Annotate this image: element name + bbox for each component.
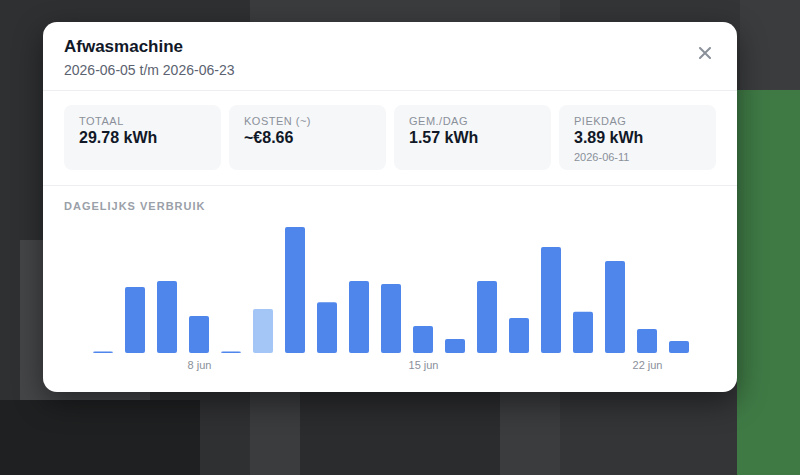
html-text:PIEKDAG: PIEKDAG	[574, 115, 627, 127]
html-text:GEM./DAG: GEM./DAG	[409, 115, 468, 127]
html-text:DAGELIJKS VERBRUIK: DAGELIJKS VERBRUIK	[64, 200, 206, 212]
svg-text:15 jun: 15 jun	[409, 359, 439, 371]
html-text:TOTAAL: TOTAAL	[79, 115, 124, 127]
html-text:~€8.66: ~€8.66	[244, 129, 294, 146]
svg-text:22 jun: 22 jun	[633, 359, 663, 371]
html-text:KOSTEN (~): KOSTEN (~)	[244, 115, 311, 127]
html-text:1.57 kWh: 1.57 kWh	[409, 129, 479, 146]
html-text:29.78 kWh: 29.78 kWh	[79, 129, 158, 146]
html-text:Afwasmachine: Afwasmachine	[64, 37, 183, 56]
svg-text:8 jun: 8 jun	[188, 359, 212, 371]
html-text:2026-06-05 t/m 2026-06-23: 2026-06-05 t/m 2026-06-23	[64, 62, 235, 78]
html-text:3.89 kWh: 3.89 kWh	[574, 129, 644, 146]
html-text:2026-06-11: 2026-06-11	[574, 151, 630, 163]
